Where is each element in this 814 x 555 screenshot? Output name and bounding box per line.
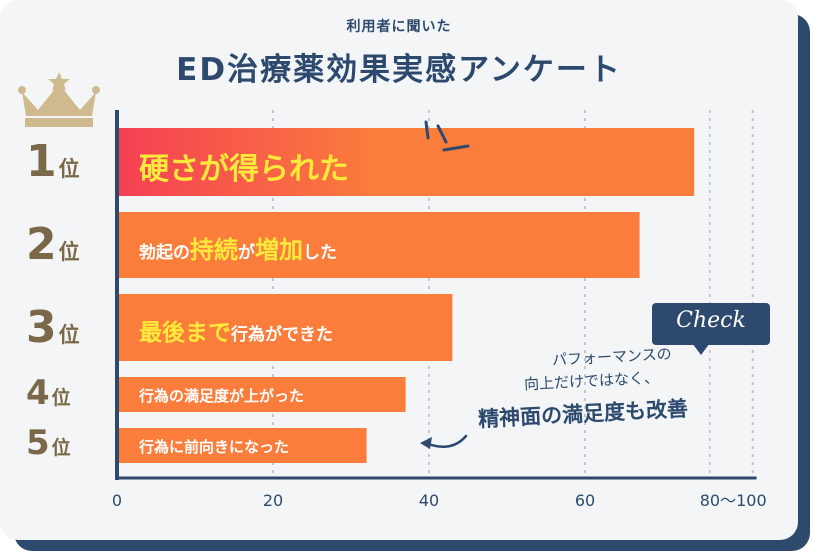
rank-number: 3 <box>26 302 57 353</box>
bar-label: 行為に前向きになった <box>139 436 289 457</box>
bar <box>117 128 695 196</box>
bar-label-text: した <box>303 243 337 263</box>
rank-number: 5 <box>26 423 50 463</box>
bar-label: 硬さが得られた <box>139 144 349 188</box>
bar-label-highlight: 増加 <box>255 236 303 264</box>
rank-2: 2位 <box>26 223 80 267</box>
rank-1: 1位 <box>26 140 80 184</box>
bar-label-text: 行為に前向きになった <box>139 437 290 456</box>
bar <box>117 377 406 412</box>
rank-number: 1 <box>26 136 57 187</box>
subtitle: 利用者に聞いた <box>346 19 452 35</box>
bar-label-text: 行為ができた <box>231 325 333 345</box>
bar-label-text: が <box>238 243 255 263</box>
x-tick-label: 60 <box>575 491 595 510</box>
rank-suffix: 位 <box>58 323 80 347</box>
x-tick-label: 0 <box>112 491 122 510</box>
x-tick-label: 40 <box>419 491 439 510</box>
bar-label: 行為の満足度が上がった <box>139 385 304 406</box>
rank-suffix: 位 <box>58 157 80 181</box>
bar-label-text: 行為の満足度が上がった <box>139 386 305 405</box>
check-bubble <box>652 303 770 345</box>
rank-suffix: 位 <box>58 240 80 264</box>
page-title: ED治療薬効果実感アンケート <box>176 52 622 88</box>
arrow-icon <box>420 434 468 449</box>
bar-label: 勃起の持続が増加した <box>139 230 337 265</box>
bar-label-text: 勃起の <box>139 243 190 263</box>
bar <box>117 428 367 463</box>
bar-label-highlight: 最後まで <box>139 320 231 346</box>
check-label: Check <box>676 308 746 333</box>
check-bubble-tail <box>692 343 710 355</box>
bar-label-highlight: 硬さが得られた <box>139 152 349 187</box>
bar-label-highlight: 持続 <box>190 236 238 264</box>
bar <box>117 294 453 361</box>
x-tick-label: 20 <box>263 491 283 510</box>
rank-suffix: 位 <box>51 437 71 459</box>
bar-chart: 0 20 40 60 80〜100 <box>112 110 767 510</box>
rank-number: 2 <box>26 219 57 270</box>
rank-number: 4 <box>26 373 50 413</box>
crown-icon <box>18 72 100 127</box>
x-tick-label: 80〜100 <box>700 491 767 510</box>
card: 利用者に聞いた ED治療薬効果実感アンケート 0 20 40 60 80〜100 1位 … <box>0 0 798 540</box>
bar-label: 最後まで行為ができた <box>139 313 333 347</box>
rank-suffix: 位 <box>51 387 71 409</box>
rank-3: 3位 <box>26 306 80 350</box>
bar <box>117 212 640 278</box>
sparkle-lines <box>424 120 470 152</box>
